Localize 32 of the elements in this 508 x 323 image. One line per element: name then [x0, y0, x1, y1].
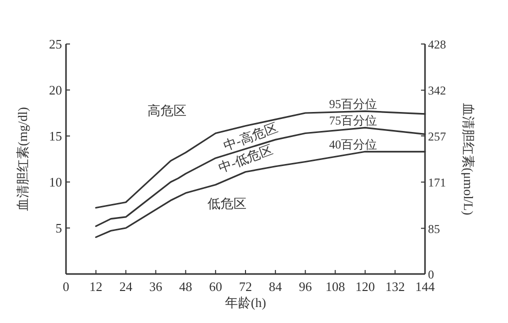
y2-axis-title: 血清胆红素(μmol/L)	[461, 102, 476, 216]
series-label: 40百分位	[329, 138, 378, 152]
y-tick-label: 10	[49, 174, 62, 190]
x-axis-title: 年龄(h)	[224, 295, 266, 310]
x-tick-label: 12	[89, 279, 102, 294]
x-tick-label: 36	[149, 279, 163, 294]
x-tick-label: 48	[179, 279, 192, 294]
y-tick-label: 5	[56, 220, 62, 236]
annotation: 低危区	[208, 196, 246, 211]
y-tick-label: 25	[49, 36, 62, 52]
y-tick-label: 15	[49, 128, 62, 144]
x-tick-label: 96	[298, 279, 312, 294]
y2-tick-label: 171	[428, 176, 446, 190]
y2-tick-label: 428	[428, 38, 446, 52]
x-tick-label: 144	[415, 279, 436, 294]
x-tick-label: 84	[268, 279, 282, 294]
x-tick-label: 132	[385, 279, 405, 294]
x-tick-label: 72	[239, 279, 252, 294]
y2-tick-label: 0	[428, 268, 434, 282]
series-label: 95百分位	[329, 97, 378, 112]
y2-tick-label: 257	[428, 129, 446, 144]
x-tick-label: 60	[209, 279, 222, 294]
x-tick-label: 120	[355, 279, 375, 294]
annotation: 高危区	[148, 102, 186, 118]
x-tick-label: 108	[326, 279, 345, 294]
y2-tick-label: 85	[428, 222, 440, 236]
series-label: 75百分位	[329, 114, 378, 128]
x-tick-label: 24	[119, 279, 133, 294]
y-axis-title: 血清胆红素(mg/dl)	[15, 107, 30, 211]
x-tick-label: 0	[62, 279, 70, 294]
y-tick-label: 20	[49, 82, 62, 98]
y2-tick-label: 342	[428, 84, 446, 98]
